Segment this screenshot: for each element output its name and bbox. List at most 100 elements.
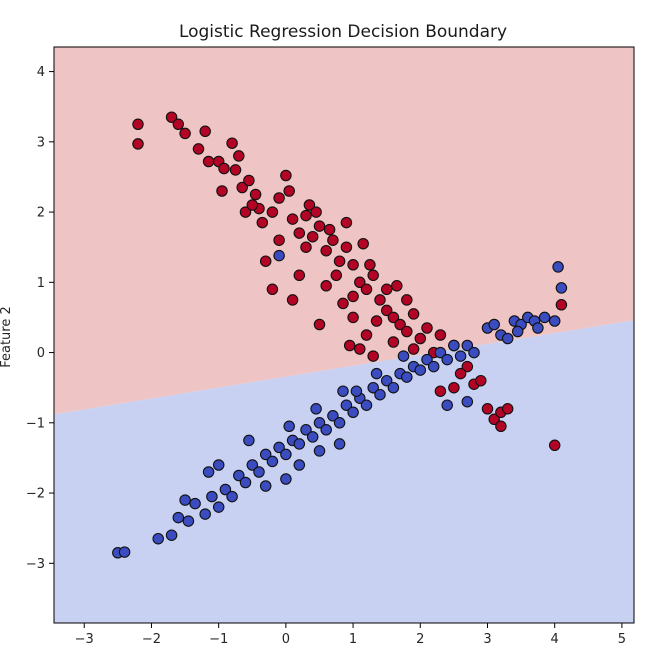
y-tick-label-1: −2 bbox=[26, 487, 45, 502]
point-class-0-78 bbox=[461, 395, 474, 408]
axes-frame bbox=[53, 46, 635, 624]
point-class-1-45 bbox=[401, 325, 413, 338]
point-class-0-27 bbox=[327, 410, 339, 422]
point-class-1-13 bbox=[216, 185, 228, 197]
point-class-1-48 bbox=[421, 322, 433, 334]
point-class-0-38 bbox=[401, 371, 413, 383]
point-class-1-78 bbox=[555, 299, 568, 311]
point-class-0-43 bbox=[434, 346, 447, 359]
point-class-0-75 bbox=[397, 350, 410, 362]
point-class-1-72 bbox=[488, 413, 500, 426]
point-class-1-88 bbox=[340, 216, 353, 229]
point-class-1-5 bbox=[192, 143, 205, 155]
x-tick-label-3: 0 bbox=[282, 632, 290, 647]
point-class-0-60 bbox=[548, 315, 561, 327]
point-class-1-50 bbox=[370, 315, 383, 327]
point-class-0-25 bbox=[313, 417, 326, 429]
y-tick-label-4: 1 bbox=[37, 276, 45, 291]
point-class-0-16 bbox=[253, 466, 265, 478]
point-class-1-32 bbox=[327, 234, 339, 246]
point-class-0-47 bbox=[461, 339, 474, 352]
point-class-1-19 bbox=[239, 206, 252, 218]
point-class-1-21 bbox=[273, 192, 285, 204]
point-class-0-32 bbox=[360, 399, 373, 411]
x-tick-label-2: −1 bbox=[209, 632, 228, 647]
point-class-0-7 bbox=[189, 497, 201, 510]
x-tick-label-0: −3 bbox=[75, 632, 94, 647]
point-class-1-2 bbox=[165, 111, 178, 123]
point-class-0-58 bbox=[552, 261, 564, 273]
point-class-1-37 bbox=[354, 276, 366, 289]
point-class-1-75 bbox=[495, 420, 507, 433]
point-class-1-51 bbox=[360, 329, 373, 341]
x-axis: −3 −2 −1 0 1 2 3 4 5 bbox=[75, 623, 626, 647]
point-class-0-46 bbox=[454, 350, 467, 362]
point-class-1-16 bbox=[249, 188, 262, 201]
point-class-1-39 bbox=[347, 290, 359, 303]
y-axis: −3 −2 −1 0 1 2 3 4 bbox=[26, 65, 54, 572]
point-class-1-42 bbox=[380, 304, 393, 317]
plot-area bbox=[53, 46, 635, 624]
point-class-0-57 bbox=[538, 311, 551, 324]
region-class-0 bbox=[54, 320, 634, 623]
point-class-1-81 bbox=[407, 343, 420, 355]
point-class-1-79 bbox=[548, 439, 561, 452]
point-class-0-35 bbox=[380, 374, 393, 387]
point-class-0-76 bbox=[273, 249, 285, 262]
point-class-1-22 bbox=[280, 169, 292, 182]
point-class-0-8 bbox=[199, 508, 211, 520]
point-class-1-62 bbox=[364, 259, 376, 271]
x-tick-label-7: 4 bbox=[551, 632, 559, 647]
point-class-0-71 bbox=[310, 403, 322, 415]
point-class-0-45 bbox=[448, 339, 460, 352]
point-class-0-48 bbox=[468, 346, 480, 359]
point-class-1-15 bbox=[243, 174, 255, 187]
point-class-1-52 bbox=[347, 311, 359, 324]
point-class-0-34 bbox=[374, 388, 386, 401]
point-class-1-31 bbox=[310, 206, 322, 218]
point-class-0-69 bbox=[243, 434, 255, 447]
point-class-1-57 bbox=[266, 283, 279, 296]
point-class-1-26 bbox=[300, 241, 312, 253]
point-class-1-35 bbox=[347, 259, 359, 271]
point-class-0-26 bbox=[320, 424, 332, 436]
point-class-1-49 bbox=[380, 283, 393, 296]
point-class-0-29 bbox=[340, 399, 353, 411]
point-class-1-7 bbox=[202, 155, 215, 168]
point-class-0-30 bbox=[347, 406, 359, 419]
point-class-1-89 bbox=[357, 237, 369, 250]
point-class-0-10 bbox=[212, 501, 225, 513]
point-class-1-0 bbox=[132, 118, 144, 131]
point-class-0-72 bbox=[337, 385, 349, 397]
point-class-1-84 bbox=[300, 209, 312, 222]
y-tick-label-7: 4 bbox=[37, 65, 45, 80]
point-class-1-36 bbox=[330, 269, 343, 282]
point-class-0-11 bbox=[219, 483, 232, 496]
point-class-1-3 bbox=[172, 118, 185, 131]
point-class-1-12 bbox=[233, 150, 245, 162]
point-class-0-73 bbox=[350, 385, 363, 397]
point-class-0-20 bbox=[280, 448, 292, 461]
point-class-1-67 bbox=[461, 360, 474, 373]
point-class-0-74 bbox=[370, 367, 383, 380]
point-class-1-38 bbox=[360, 283, 373, 296]
point-class-0-63 bbox=[259, 480, 272, 492]
point-class-0-23 bbox=[300, 424, 312, 436]
point-class-1-4 bbox=[179, 127, 191, 140]
point-class-1-27 bbox=[306, 230, 319, 243]
point-class-1-56 bbox=[286, 294, 299, 306]
point-class-0-12 bbox=[226, 490, 238, 503]
point-class-1-23 bbox=[286, 213, 299, 225]
point-class-0-44 bbox=[441, 353, 453, 366]
point-class-0-64 bbox=[280, 473, 292, 485]
point-class-0-33 bbox=[367, 381, 379, 394]
point-class-0-67 bbox=[333, 438, 346, 450]
point-class-1-30 bbox=[303, 199, 316, 211]
point-class-0-17 bbox=[259, 448, 272, 461]
point-class-1-18 bbox=[256, 216, 269, 229]
point-class-1-85 bbox=[246, 199, 259, 211]
point-class-1-47 bbox=[414, 332, 427, 345]
point-class-0-77 bbox=[441, 399, 453, 411]
point-class-1-58 bbox=[259, 255, 272, 267]
